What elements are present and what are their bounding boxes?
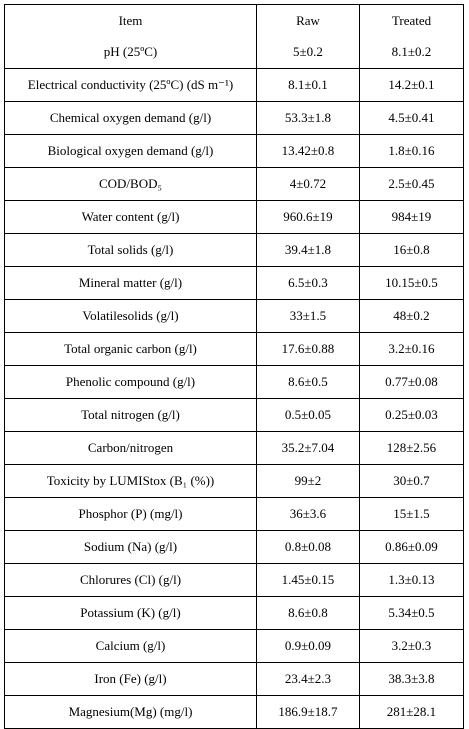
value-cell: 38.3±3.8 bbox=[360, 663, 463, 696]
value-cell: 4.5±0.41 bbox=[360, 102, 463, 135]
value-cell: 0.5±0.05 bbox=[257, 399, 360, 432]
table-row: Total nitrogen (g/l) 0.5±0.05 0.25±0.03 bbox=[5, 399, 463, 432]
table-row: Electrical conductivity (25ºC) (dS m⁻¹) 8… bbox=[5, 69, 463, 102]
item-cell: Biological oxygen demand (g/l) bbox=[5, 135, 257, 168]
value-cell: 13.42±0.8 bbox=[257, 135, 360, 168]
item-cell: Potassium (K) (g/l) bbox=[5, 597, 257, 630]
value-cell: 5.34±0.5 bbox=[360, 597, 463, 630]
item-cell: Phosphor (P) (mg/l) bbox=[5, 498, 257, 531]
item-cell: Total organic carbon (g/l) bbox=[5, 333, 257, 366]
value-cell: 16±0.8 bbox=[360, 234, 463, 267]
value-cell: 281±28.1 bbox=[386, 704, 437, 719]
item-cell: Magnesium(Mg) (mg/l) bbox=[5, 696, 257, 728]
table-row: Toxicity by LUMIStox (B₁ (%)) 99±2 30±0.7 bbox=[5, 465, 463, 498]
item-cell: Electrical conductivity (25ºC) (dS m⁻¹) bbox=[5, 69, 257, 102]
header-row: Item Raw Treated bbox=[5, 5, 463, 36]
table-row: Water content (g/l) 960.6±19 984±19 bbox=[5, 201, 463, 234]
table-header: Item Raw Treated bbox=[5, 5, 463, 36]
table-row: Chlorures (Cl) (g/l) 1.45±0.15 1.3±0.13 bbox=[5, 564, 463, 597]
value-cell: 0.86±0.09 bbox=[360, 531, 463, 564]
table-row: Volatilesolids (g/l) 33±1.5 48±0.2 bbox=[5, 300, 463, 333]
item-cell: Carbon/nitrogen bbox=[5, 432, 257, 465]
value-cell: 53.3±1.8 bbox=[257, 102, 360, 135]
header-cell: Item bbox=[5, 5, 257, 36]
value-cell: 35.2±7.04 bbox=[257, 432, 360, 465]
value-cell: 8.1±0.2 bbox=[360, 36, 463, 69]
item-cell: COD/BOD₅ bbox=[5, 168, 257, 201]
table-row: pH (25ºC) 5±0.2 8.1±0.2 bbox=[5, 36, 463, 69]
item-cell: Toxicity by LUMIStox (B₁ (%)) bbox=[5, 465, 257, 498]
table-row: Total solids (g/l) 39.4±1.8 16±0.8 bbox=[5, 234, 463, 267]
value-cell: 99±2 bbox=[257, 465, 360, 498]
value-cell: 10.15±0.5 bbox=[360, 267, 463, 300]
item-cell: pH (25ºC) bbox=[5, 36, 257, 69]
table-row: Magnesium(Mg) (mg/l) 186.9±18.7 281±28.1 bbox=[5, 696, 463, 728]
item-cell: Water content (g/l) bbox=[5, 201, 257, 234]
item-cell: Chlorures (Cl) (g/l) bbox=[5, 564, 257, 597]
value-cell: 8.1±0.1 bbox=[257, 69, 360, 102]
value-cell: 1.3±0.13 bbox=[360, 564, 463, 597]
table-row: Calcium (g/l) 0.9±0.09 3.2±0.3 bbox=[5, 630, 463, 663]
value-cell: 0.77±0.08 bbox=[360, 366, 463, 399]
table-row: Phenolic compound (g/l) 8.6±0.5 0.77±0.08 bbox=[5, 366, 463, 399]
table-row: Sodium (Na) (g/l) 0.8±0.08 0.86±0.09 bbox=[5, 531, 463, 564]
item-cell: Volatilesolids (g/l) bbox=[5, 300, 257, 333]
value-cell: 8.6±0.5 bbox=[257, 366, 360, 399]
table-row: Potassium (K) (g/l) 8.6±0.8 5.34±0.5 bbox=[5, 597, 463, 630]
value-cell: 0.9±0.09 bbox=[257, 630, 360, 663]
value-cell: 33±1.5 bbox=[257, 300, 360, 333]
value-cell: 3.2±0.16 bbox=[360, 333, 463, 366]
item-cell: Total solids (g/l) bbox=[5, 234, 257, 267]
value-cell: 0.25±0.03 bbox=[360, 399, 463, 432]
value-cell: 4±0.72 bbox=[257, 168, 360, 201]
value-cell: 1.45±0.15 bbox=[257, 564, 360, 597]
table-row: Mineral matter (g/l) 6.5±0.3 10.15±0.5 bbox=[5, 267, 463, 300]
item-cell: Mineral matter (g/l) bbox=[5, 267, 257, 300]
value-cell: 2.5±0.45 bbox=[360, 168, 463, 201]
item-cell: Calcium (g/l) bbox=[5, 630, 257, 663]
value-cell: 8.6±0.8 bbox=[257, 597, 360, 630]
page: Item Raw Treated pH (25ºC) 5±0.2 8.1±0.2 Elec… bbox=[4, 4, 464, 729]
value-cell: 39.4±1.8 bbox=[257, 234, 360, 267]
item-cell: Chemical oxygen demand (g/l) bbox=[5, 102, 257, 135]
value-cell: 984±19 bbox=[360, 201, 463, 234]
value-cell: 30±0.7 bbox=[360, 465, 463, 498]
value-cell: 17.6±0.88 bbox=[257, 333, 360, 366]
table-row: Chemical oxygen demand (g/l) 53.3±1.8 4.5±… bbox=[5, 102, 463, 135]
table-row: Total organic carbon (g/l) 17.6±0.88 3.2±0… bbox=[5, 333, 463, 366]
value-cell: 0.8±0.08 bbox=[257, 531, 360, 564]
value-cell: 960.6±19 bbox=[257, 201, 360, 234]
value-cell: 6.5±0.3 bbox=[257, 267, 360, 300]
value-cell: 5±0.2 bbox=[257, 36, 360, 69]
table-row: Biological oxygen demand (g/l) 13.42±0.8 1… bbox=[5, 135, 463, 168]
table-row: Phosphor (P) (mg/l) 36±3.6 15±1.5 bbox=[5, 498, 463, 531]
item-cell: Iron (Fe) (g/l) bbox=[5, 663, 257, 696]
table-row: COD/BOD₅ 4±0.72 2.5±0.45 bbox=[5, 168, 463, 201]
table-row: Iron (Fe) (g/l) 23.4±2.3 38.3±3.8 bbox=[5, 663, 463, 696]
item-cell: Total nitrogen (g/l) bbox=[5, 399, 257, 432]
header-cell: Treated bbox=[391, 12, 432, 28]
item-cell: Phenolic compound (g/l) bbox=[5, 366, 257, 399]
value-cell: 15±1.5 bbox=[360, 498, 463, 531]
header-cell: Raw bbox=[257, 5, 360, 36]
value-cell: 36±3.6 bbox=[257, 498, 360, 531]
item-cell: Sodium (Na) (g/l) bbox=[5, 531, 257, 564]
value-cell: 128±2.56 bbox=[360, 432, 463, 465]
value-cell: 1.8±0.16 bbox=[360, 135, 463, 168]
value-cell: 14.2±0.1 bbox=[360, 69, 463, 102]
table-container: Item Raw Treated pH (25ºC) 5±0.2 8.1±0.2 Elec… bbox=[4, 4, 464, 729]
table-row: Carbon/nitrogen 35.2±7.04 128±2.56 bbox=[5, 432, 463, 465]
table-body: pH (25ºC) 5±0.2 8.1±0.2 Electrical conducti… bbox=[5, 36, 463, 728]
value-cell: 23.4±2.3 bbox=[257, 663, 360, 696]
value-cell: 48±0.2 bbox=[360, 300, 463, 333]
value-cell: 186.9±18.7 bbox=[257, 696, 360, 728]
value-cell: 3.2±0.3 bbox=[360, 630, 463, 663]
data-table: Item Raw Treated pH (25ºC) 5±0.2 8.1±0.2 Elec… bbox=[4, 4, 464, 729]
